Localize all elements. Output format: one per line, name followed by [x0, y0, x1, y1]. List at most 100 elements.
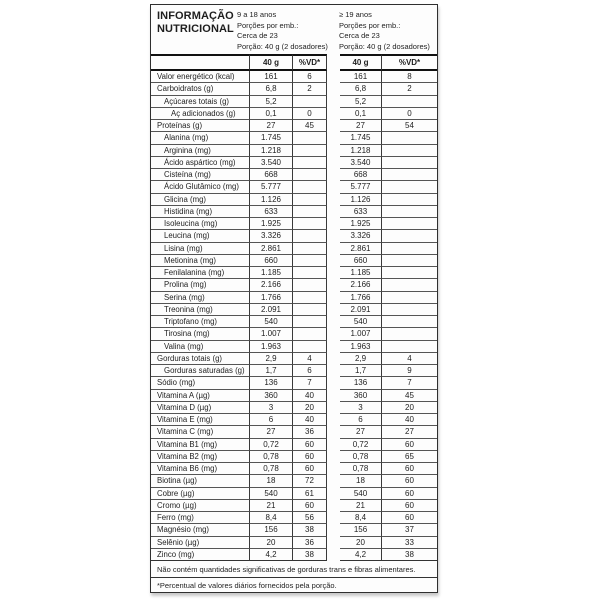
vd-19plus: 60	[382, 463, 437, 476]
vd-9-18	[293, 95, 327, 108]
column-gap	[327, 365, 340, 377]
value-40g-9-18: 1.007	[250, 328, 293, 341]
nutrient-label: Biotina (µg)	[151, 475, 250, 488]
value-40g-19plus: 1.963	[340, 340, 382, 353]
column-gap	[327, 181, 340, 193]
value-40g-19plus: 3.326	[340, 230, 382, 243]
vd-9-18: 20	[293, 401, 327, 414]
vd-19plus	[382, 316, 437, 329]
nutrient-label: Aç adicionados (g)	[151, 107, 250, 120]
vd-19plus: 9	[382, 365, 437, 378]
value-40g-9-18: 8,4	[250, 512, 293, 525]
value-40g-19plus: 156	[340, 524, 382, 537]
value-40g-9-18: 6,8	[250, 83, 293, 96]
column-gap	[327, 96, 340, 108]
vd-19plus: 45	[382, 390, 437, 402]
nutrient-label: Ácido Glutâmico (mg)	[151, 181, 250, 194]
value-40g-19plus: 8,4	[340, 512, 382, 525]
column-gap	[327, 390, 340, 402]
vd-9-18: 40	[293, 389, 327, 402]
value-40g-9-18: 633	[250, 205, 293, 218]
value-40g-9-18: 161	[250, 71, 293, 84]
table-row: Tirosina (mg) 1.007 1.007	[151, 328, 437, 341]
nutrient-label: Prolina (mg)	[151, 279, 250, 292]
column-gap	[327, 426, 340, 438]
value-40g-9-18: 0,72	[250, 438, 293, 451]
nutrient-label: Ferro (mg)	[151, 512, 250, 525]
table-row: Magnésio (mg) 156 38 156 37	[151, 524, 437, 537]
footnote-daily-values: *Percentual de valores diários fornecido…	[157, 580, 337, 590]
qty-header-9-18: 40 g	[250, 54, 293, 71]
vd-9-18: 60	[293, 499, 327, 512]
vd-19plus: 33	[382, 537, 437, 549]
column-gap	[327, 512, 340, 524]
vd-19plus	[382, 341, 437, 353]
table-row: Histidina (mg) 633 633	[151, 205, 437, 218]
vd-9-18: 40	[293, 414, 327, 427]
vd-19plus: 8	[382, 71, 437, 84]
value-40g-19plus: 2.166	[340, 279, 382, 292]
vd-19plus: 7	[382, 377, 437, 390]
column-gap	[327, 475, 340, 487]
nutrient-label: Açúcares totais (g)	[151, 95, 250, 108]
nutrient-label: Isoleucina (mg)	[151, 218, 250, 231]
value-40g-9-18: 1.745	[250, 132, 293, 145]
value-40g-9-18: 1.126	[250, 193, 293, 206]
nutrient-label: Zinco (mg)	[151, 548, 250, 561]
vd-19plus	[382, 292, 437, 304]
nutrient-label: Selênio (µg)	[151, 536, 250, 549]
value-40g-9-18: 2.861	[250, 242, 293, 255]
serving-size: Porção: 40 g (2 dosadores)	[237, 41, 328, 51]
table-row: Vitamina E (mg) 6 40 6 40	[151, 414, 437, 427]
column-gap	[327, 500, 340, 512]
vd-9-18	[293, 328, 327, 341]
nutrient-label: Proteínas (g)	[151, 120, 250, 133]
value-40g-19plus: 1,7	[340, 365, 382, 378]
nutrient-label: Vitamina E (mg)	[151, 414, 250, 427]
vd-19plus: 60	[382, 475, 437, 488]
column-gap	[327, 341, 340, 353]
value-40g-9-18: 660	[250, 254, 293, 267]
table-row: Vitamina D (µg) 3 20 3 20	[151, 401, 437, 414]
vd-9-18	[293, 205, 327, 218]
column-gap	[327, 54, 340, 71]
table-row: Fenilalanina (mg) 1.185 1.185	[151, 267, 437, 280]
vd-19plus	[382, 279, 437, 292]
column-gap	[327, 353, 340, 365]
nutrient-label: Lisina (mg)	[151, 242, 250, 255]
value-40g-9-18: 3.540	[250, 156, 293, 169]
value-40g-19plus: 1.218	[340, 144, 382, 157]
vd-9-18: 0	[293, 107, 327, 120]
servings-per-pack-label: Porções por emb.:	[237, 20, 299, 30]
table-row: Leucina (mg) 3.326 3.326	[151, 230, 437, 243]
table-row: Aç adicionados (g) 0,1 0 0,1 0	[151, 107, 437, 120]
vd-9-18	[293, 254, 327, 267]
vd-9-18	[293, 340, 327, 353]
vd-19plus	[382, 267, 437, 280]
table-row: Carboidratos (g) 6,8 2 6,8 2	[151, 83, 437, 96]
nutrient-label: Fenilalanina (mg)	[151, 267, 250, 280]
nutrient-label: Vitamina D (µg)	[151, 401, 250, 414]
vd-9-18: 36	[293, 426, 327, 439]
value-40g-19plus: 27	[340, 426, 382, 439]
nutrient-label: Ácido aspártico (mg)	[151, 156, 250, 169]
nutrient-label: Vitamina B2 (mg)	[151, 450, 250, 463]
value-40g-19plus: 5.777	[340, 181, 382, 194]
value-40g-9-18: 6	[250, 414, 293, 427]
table-row: Açúcares totais (g) 5,2 5,2	[151, 95, 437, 108]
value-40g-9-18: 2.091	[250, 303, 293, 316]
column-gap	[327, 132, 340, 144]
column-gap	[327, 230, 340, 242]
vd-19plus	[382, 328, 437, 341]
value-40g-19plus: 20	[340, 536, 382, 549]
table-row: Vitamina B2 (mg) 0,78 60 0,78 65	[151, 450, 437, 463]
column-gap	[327, 279, 340, 291]
value-40g-9-18: 4,2	[250, 548, 293, 561]
vd-9-18: 2	[293, 83, 327, 96]
vd-9-18: 60	[293, 450, 327, 463]
column-gap	[327, 169, 340, 181]
vd-9-18	[293, 218, 327, 231]
table-row: Arginina (mg) 1.218 1.218	[151, 144, 437, 157]
vd-19plus: 40	[382, 414, 437, 427]
